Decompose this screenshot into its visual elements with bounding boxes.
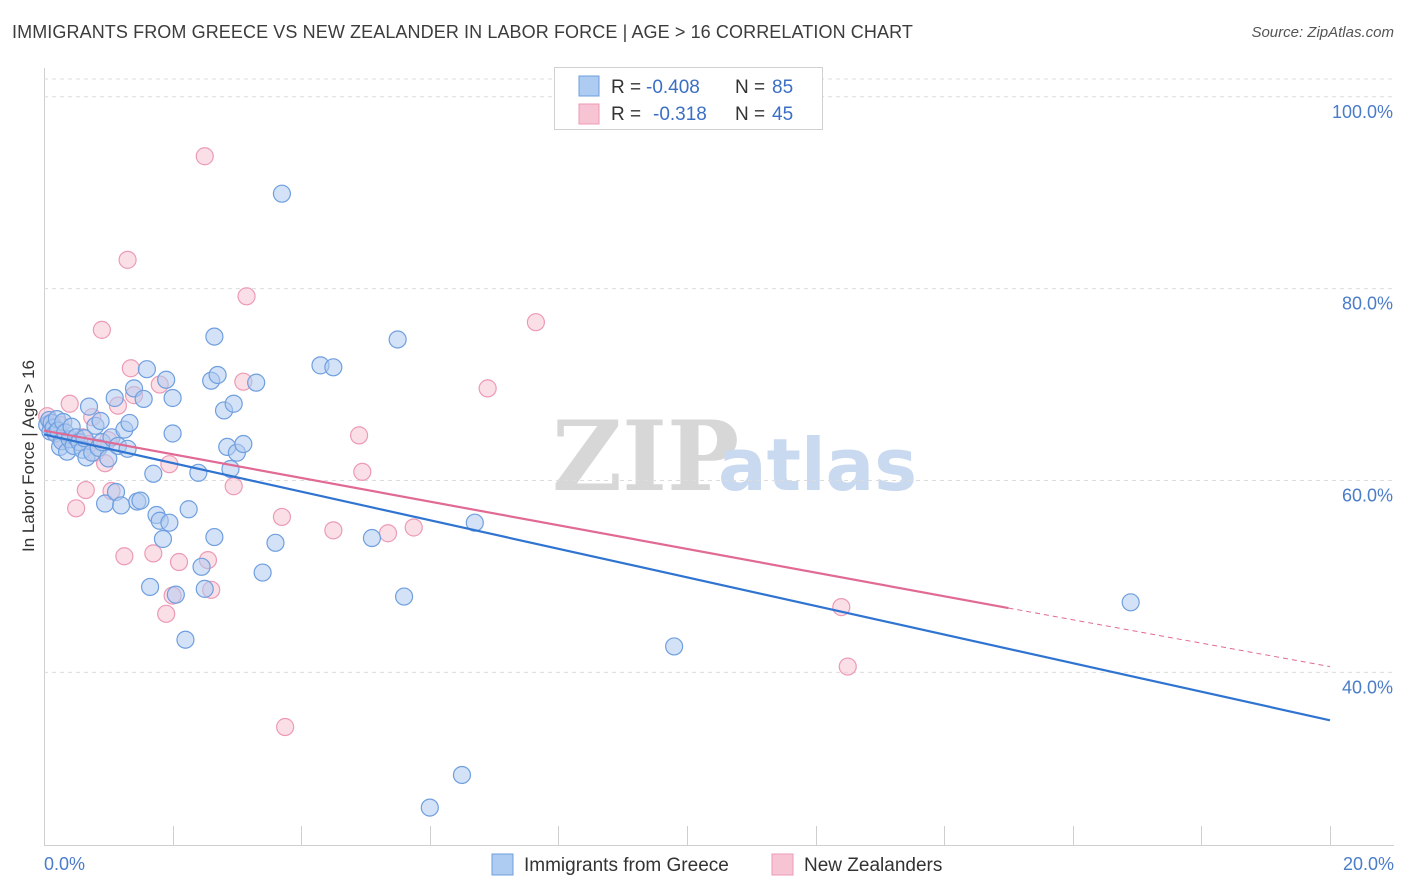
trend-line-new-zealanders <box>43 429 1009 610</box>
x-tick-label-min: 0.0% <box>44 854 85 874</box>
new-zealanders-point-33 <box>237 287 256 306</box>
new-zealanders-point-22 <box>144 544 163 563</box>
new-zealanders-point-6 <box>60 394 79 413</box>
y-tick-labels: 40.0% 60.0% 80.0% 100.0% <box>1332 102 1393 698</box>
greece-point-79 <box>665 637 684 656</box>
greece-point-47 <box>157 370 176 389</box>
greece-point-66 <box>234 434 253 454</box>
greece-point-56 <box>195 579 214 598</box>
legend-r-value-1: -0.408 <box>646 77 700 98</box>
greece-point-55 <box>192 557 211 576</box>
greece-point-67 <box>247 373 266 392</box>
greece-point-69 <box>266 533 285 552</box>
greece-point-21 <box>79 397 99 416</box>
greece-point-42 <box>140 577 160 597</box>
greece-point-59 <box>205 327 224 346</box>
greece-point-25 <box>91 411 110 431</box>
greece-point-40 <box>134 389 153 409</box>
legend-r-label-1: R = <box>611 77 641 98</box>
correlation-legend: R = -0.408 N = 85 R = -0.318 N = 45 <box>554 67 823 130</box>
chart-title: IMMIGRANTS FROM GREECE VS NEW ZEALANDER … <box>12 22 913 42</box>
new-zealanders-point-37 <box>349 426 369 445</box>
greece-point-51 <box>166 585 185 604</box>
legend-swatch-blue <box>578 75 600 97</box>
legend-n-label-2: N = <box>735 104 765 125</box>
y-tick-label-100: 100.0% <box>1332 102 1393 122</box>
greece-point-48 <box>160 513 179 532</box>
new-zealanders-point-19 <box>118 250 137 269</box>
greece-point-50 <box>163 388 182 408</box>
greece-point-39 <box>131 491 150 510</box>
y-axis-label: In Labor Force | Age > 16 <box>19 360 38 552</box>
y-tick-label-60: 60.0% <box>1342 485 1393 505</box>
greece-point-53 <box>179 500 198 519</box>
greece-point-80 <box>1121 593 1140 612</box>
legend-label-new-zealanders: New Zealanders <box>804 855 942 876</box>
greece-point-52 <box>176 630 195 649</box>
x-ticks <box>44 826 1331 845</box>
trend-line-new-zealanders-extension <box>1008 607 1331 668</box>
greece-point-43 <box>144 464 163 483</box>
new-zealanders-point-36 <box>324 521 343 540</box>
greece-point-58 <box>205 527 224 547</box>
greece-point-30 <box>105 388 124 408</box>
y-tick-label-80: 80.0% <box>1342 294 1393 314</box>
new-zealanders-point-38 <box>353 462 372 481</box>
legend-label-greece: Immigrants from Greece <box>524 855 729 876</box>
greece-point-36 <box>120 413 139 433</box>
source-label: Source: ZipAtlas.com <box>1251 24 1394 41</box>
greece-point-41 <box>137 360 156 379</box>
greece-point-75 <box>394 587 414 606</box>
legend-n-value-2: 45 <box>772 104 793 125</box>
greece-point-74 <box>388 330 407 349</box>
greece-point-28 <box>99 449 118 468</box>
new-zealanders-point-13 <box>92 320 111 339</box>
trend-line-greece <box>43 433 1331 722</box>
greece-point-68 <box>253 563 272 582</box>
new-zealanders-point-18 <box>115 547 134 566</box>
legend-r-value-2: -0.318 <box>653 104 707 125</box>
greece-point-73 <box>362 528 382 548</box>
y-tick-label-40: 40.0% <box>1342 677 1393 697</box>
greece-point-76 <box>420 798 439 817</box>
greece-point-46 <box>153 529 173 549</box>
new-zealanders-point-9 <box>76 480 95 500</box>
legend-swatch-pink <box>578 103 600 125</box>
x-tick-label-max: 20.0% <box>1343 854 1394 874</box>
new-zealanders-point-35 <box>276 717 295 737</box>
new-zealanders-point-28 <box>195 147 214 166</box>
watermark-zip: ZIP <box>552 400 739 513</box>
legend-swatch-new-zealanders <box>771 853 794 876</box>
new-zealanders-point-39 <box>378 524 398 543</box>
greece-point-70 <box>272 184 292 203</box>
greece-point-60 <box>208 365 227 385</box>
watermark-atlas: atlas <box>718 423 917 507</box>
new-zealanders-point-40 <box>404 518 423 537</box>
series-immigrants-from-greece <box>38 184 1140 817</box>
new-zealanders-point-31 <box>224 477 243 496</box>
new-zealanders-point-27 <box>169 552 189 572</box>
series-legend: Immigrants from Greece New Zealanders <box>491 853 942 876</box>
greece-point-64 <box>224 394 243 413</box>
greece-point-72 <box>324 358 343 377</box>
new-zealanders-point-20 <box>121 359 140 378</box>
legend-swatch-greece <box>491 853 514 876</box>
new-zealanders-point-44 <box>838 657 857 676</box>
new-zealanders-point-42 <box>526 313 545 332</box>
new-zealanders-point-7 <box>67 499 86 518</box>
greece-point-49 <box>163 424 182 443</box>
legend-r-label-2: R = <box>611 104 641 125</box>
trend-lines <box>43 429 1331 722</box>
legend-n-value-1: 85 <box>772 77 793 98</box>
greece-point-77 <box>452 765 472 785</box>
greece-point-33 <box>112 496 131 515</box>
new-zealanders-point-24 <box>157 604 176 623</box>
new-zealanders-point-41 <box>478 379 497 398</box>
new-zealanders-point-34 <box>272 507 292 527</box>
legend-n-label-1: N = <box>735 77 765 98</box>
